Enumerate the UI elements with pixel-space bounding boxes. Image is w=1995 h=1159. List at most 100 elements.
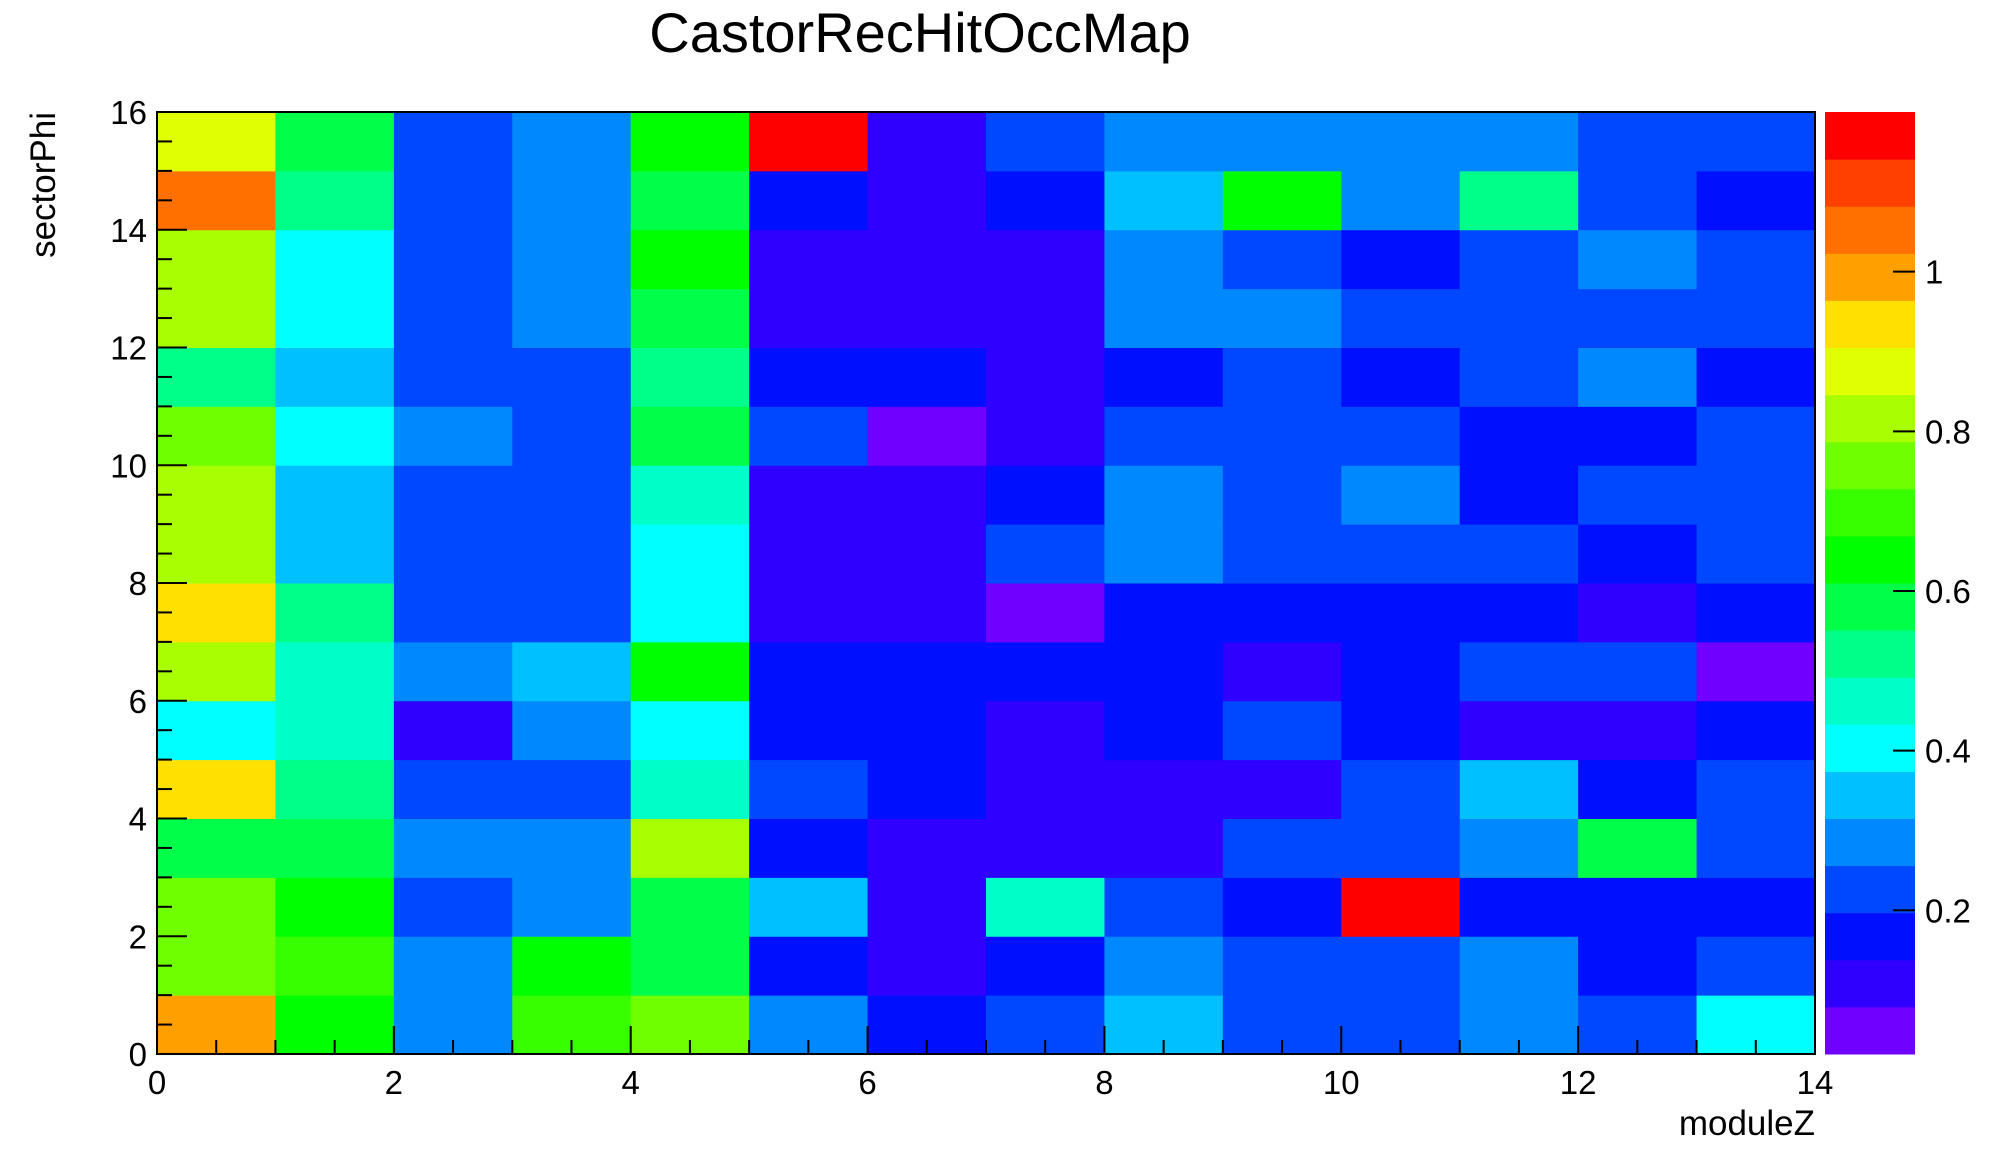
heatmap-cell: [1696, 465, 1816, 525]
y-tick-label: 12: [110, 330, 147, 367]
heatmap-cell: [749, 524, 869, 584]
heatmap-cell: [630, 170, 750, 231]
heatmap-cell: [1578, 112, 1698, 172]
y-tick-label: 10: [110, 447, 147, 484]
x-tick-label: 12: [1560, 1064, 1597, 1101]
heatmap-cell: [1578, 936, 1698, 996]
heatmap-cell: [1459, 465, 1579, 525]
heatmap-cell: [1222, 288, 1342, 348]
x-axis-label: moduleZ: [1679, 1104, 1815, 1143]
heatmap-cell: [275, 347, 395, 407]
heatmap-cell: [157, 524, 276, 584]
heatmap-cell: [1222, 759, 1342, 819]
heatmap-cell: [393, 759, 513, 819]
y-axis-label: sectorPhi: [24, 112, 63, 258]
heatmap-cell: [1341, 170, 1461, 231]
heatmap-cell: [157, 759, 276, 819]
heatmap-cell: [867, 700, 987, 761]
heatmap-cell: [1578, 347, 1698, 407]
heatmap-cell: [1578, 406, 1698, 466]
heatmap-cell: [1696, 406, 1816, 466]
heatmap-cell: [1578, 641, 1698, 702]
heatmap-cell: [1696, 936, 1816, 996]
heatmap-cell: [1104, 465, 1224, 525]
palette-segment: [1825, 488, 1915, 537]
heatmap-cell: [1459, 936, 1579, 996]
heatmap-cell: [1696, 818, 1816, 878]
heatmap-cell: [1341, 583, 1461, 643]
heatmap-cell: [157, 465, 276, 525]
heatmap-cell: [1459, 406, 1579, 466]
heatmap-cell: [630, 406, 750, 466]
color-palette: 0.2 0.4 0.6 0.8 1: [1825, 112, 1971, 1055]
heatmap-cell: [1104, 112, 1224, 172]
heatmap-cell: [630, 818, 750, 878]
heatmap-cell: [1104, 877, 1224, 937]
heatmap-cell: [867, 229, 987, 290]
heatmap-cell: [1104, 583, 1224, 643]
heatmap-cell: [749, 818, 869, 878]
heatmap-cell: [630, 641, 750, 702]
heatmap-cell: [749, 347, 869, 407]
y-tick-label: 4: [129, 801, 147, 838]
heatmap-cell: [867, 347, 987, 407]
heatmap-cell: [1222, 877, 1342, 937]
heatmap-cell: [1104, 229, 1224, 290]
heatmap-cell: [986, 818, 1105, 878]
heatmap-cell: [1459, 641, 1579, 702]
heatmap-cell: [1222, 347, 1342, 407]
heatmap-cell: [275, 818, 395, 878]
heatmap-cell: [393, 524, 513, 584]
heatmap-cell: [1341, 229, 1461, 290]
heatmap-cell: [393, 347, 513, 407]
heatmap-cell: [986, 700, 1105, 761]
heatmap-cell: [512, 288, 632, 348]
heatmap-cell: [157, 877, 276, 937]
heatmap-cell: [1696, 170, 1816, 231]
heatmap-cell: [275, 170, 395, 231]
heatmap-cell: [1222, 524, 1342, 584]
heatmap-cell: [749, 759, 869, 819]
heatmap-cell: [986, 936, 1105, 996]
heatmap-cell: [749, 877, 869, 937]
heatmap-cell: [1696, 759, 1816, 819]
heatmap-cell: [1341, 641, 1461, 702]
heatmap-cell: [1341, 524, 1461, 584]
heatmap-cell: [1104, 288, 1224, 348]
heatmap-cell: [1459, 818, 1579, 878]
heatmap-cell: [986, 465, 1105, 525]
palette-tick-label: 0.4: [1925, 733, 1971, 770]
heatmap-cell: [867, 288, 987, 348]
heatmap-cell: [275, 465, 395, 525]
palette-tick-label: 0.6: [1925, 573, 1971, 610]
heatmap-cell: [1222, 170, 1342, 231]
heatmap-cell: [1341, 877, 1461, 937]
heatmap-cell: [1459, 112, 1579, 172]
palette-segment: [1825, 1006, 1915, 1055]
heatmap-cell: [630, 465, 750, 525]
heatmap-cell: [630, 347, 750, 407]
heatmap-cell: [1341, 112, 1461, 172]
heatmap-cell: [512, 229, 632, 290]
heatmap-cell: [157, 583, 276, 643]
heatmap-cell: [512, 170, 632, 231]
heatmap-cell: [1459, 347, 1579, 407]
heatmap-cell: [1341, 288, 1461, 348]
heatmap-cell: [1104, 347, 1224, 407]
heatmap-cell: [157, 229, 276, 290]
heatmap-cell: [512, 406, 632, 466]
palette-segment: [1825, 724, 1915, 772]
heatmap-cell: [1578, 524, 1698, 584]
palette-segment: [1825, 206, 1915, 254]
heatmap-cell: [1459, 288, 1579, 348]
heatmap-cell: [1696, 229, 1816, 290]
heatmap-cell: [1104, 700, 1224, 761]
heatmap-cell: [630, 229, 750, 290]
heatmap-cell: [1578, 583, 1698, 643]
y-tick-label: 8: [129, 565, 147, 602]
heatmap-cell: [986, 641, 1105, 702]
x-tick-label: 0: [148, 1064, 166, 1101]
heatmap-cell: [1341, 818, 1461, 878]
heatmap-cell: [275, 229, 395, 290]
heatmap-cell: [986, 112, 1105, 172]
